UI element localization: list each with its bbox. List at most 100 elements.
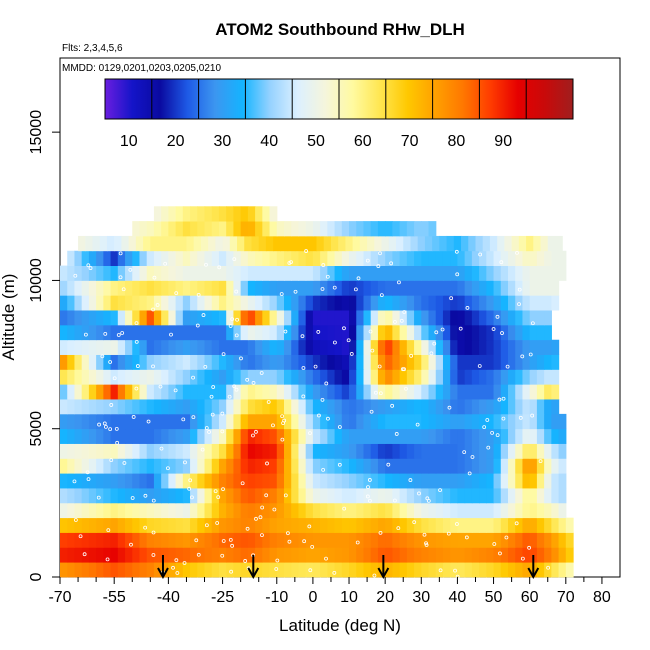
heatmap-cell (522, 502, 531, 519)
y-tick-label: 0 (28, 572, 45, 581)
heatmap-cell (67, 354, 76, 370)
heatmap-cell (233, 399, 242, 415)
heatmap-cell (190, 384, 198, 400)
heatmap-cell (312, 280, 321, 296)
observation-point (155, 303, 160, 307)
heatmap-cell (497, 235, 505, 252)
heatmap-cell (536, 295, 545, 311)
heatmap-cell (399, 458, 408, 474)
heatmap-cell (255, 473, 263, 489)
heatmap-cell (161, 562, 169, 578)
heatmap-cell (558, 413, 567, 430)
observation-point (546, 565, 551, 570)
heatmap-cell (233, 517, 242, 533)
heatmap-cell (81, 443, 90, 459)
heatmap-cell (428, 369, 437, 385)
observation-point (228, 324, 233, 328)
heatmap-cell (175, 206, 184, 222)
observation-point (265, 461, 269, 466)
heatmap-cell (421, 339, 430, 355)
heatmap-cell (88, 250, 97, 266)
heatmap-cell (442, 488, 451, 504)
heatmap-cell (392, 428, 401, 444)
heatmap-cell (406, 562, 415, 578)
heatmap-cell (312, 562, 321, 578)
heatmap-cell (551, 547, 560, 563)
observation-point (455, 272, 460, 277)
heatmap-cell (182, 250, 191, 266)
heatmap-cell (197, 250, 206, 266)
heatmap-cell (284, 547, 292, 563)
heatmap-cell (356, 354, 365, 370)
heatmap-cell (269, 443, 278, 459)
observation-point (131, 415, 136, 419)
heatmap-cell (182, 324, 191, 341)
heatmap-cell (182, 428, 191, 444)
heatmap-cell (132, 250, 141, 266)
heatmap-cell (218, 206, 227, 222)
heatmap-cell (117, 517, 126, 533)
heatmap-cell (305, 562, 314, 578)
heatmap-cell (305, 280, 314, 296)
heatmap-cell (479, 265, 487, 281)
heatmap-cell (500, 250, 509, 266)
observation-point (115, 440, 120, 445)
x-tick-label: -10 (265, 589, 288, 606)
heatmap-cell (125, 310, 133, 326)
heatmap-cell (117, 354, 126, 370)
observation-point (500, 331, 504, 335)
heatmap-cell (356, 443, 365, 459)
heatmap-cell (464, 295, 473, 311)
heatmap-cell (363, 369, 372, 385)
observation-point (264, 493, 269, 498)
observation-point (280, 437, 285, 442)
heatmap-cell (392, 458, 401, 474)
heatmap-cell (349, 473, 357, 489)
heatmap-cell (218, 221, 227, 237)
observation-point (130, 496, 135, 500)
heatmap-cell (197, 280, 206, 296)
heatmap-cell (204, 265, 213, 281)
heatmap-cell (276, 324, 285, 341)
heatmap-cell (211, 250, 220, 266)
heatmap-cell (327, 458, 336, 474)
observation-point (281, 421, 285, 426)
heatmap-cell (334, 310, 343, 326)
heatmap-cell (146, 369, 155, 385)
heatmap-cell (218, 369, 227, 385)
heatmap-cell (284, 310, 292, 326)
observation-point (217, 265, 222, 270)
heatmap-cell (153, 413, 162, 430)
observation-point (320, 287, 325, 291)
heatmap-cell (226, 354, 235, 370)
heatmap-cell (204, 324, 213, 341)
heatmap-cell (428, 502, 437, 519)
heatmap-cell (60, 339, 68, 355)
heatmap-cell (190, 369, 198, 385)
heatmap-cell (175, 354, 184, 370)
heatmap-cell (493, 280, 502, 296)
heatmap-cell (67, 399, 76, 415)
heatmap-cell (565, 517, 574, 533)
heatmap-cell (96, 413, 104, 430)
heatmap-cell (284, 532, 292, 548)
heatmap-cell (457, 532, 466, 548)
heatmap-cell (88, 339, 97, 355)
heatmap-cell (370, 339, 379, 355)
heatmap-cell (377, 517, 386, 533)
heatmap-cell (508, 250, 516, 266)
observation-point (275, 558, 280, 563)
heatmap-cell (81, 310, 90, 326)
heatmap-cell (110, 532, 119, 548)
heatmap-cell (457, 369, 466, 385)
heatmap-cell (508, 562, 516, 578)
heatmap-cell (190, 206, 198, 222)
heatmap-cell (327, 562, 336, 578)
heatmap-cell (515, 532, 524, 548)
heatmap-cell (479, 399, 487, 415)
observation-point (389, 261, 394, 266)
heatmap-cell (96, 547, 104, 563)
heatmap-cell (67, 280, 76, 296)
heatmap-cell (421, 562, 430, 578)
heatmap-cell (464, 399, 473, 415)
